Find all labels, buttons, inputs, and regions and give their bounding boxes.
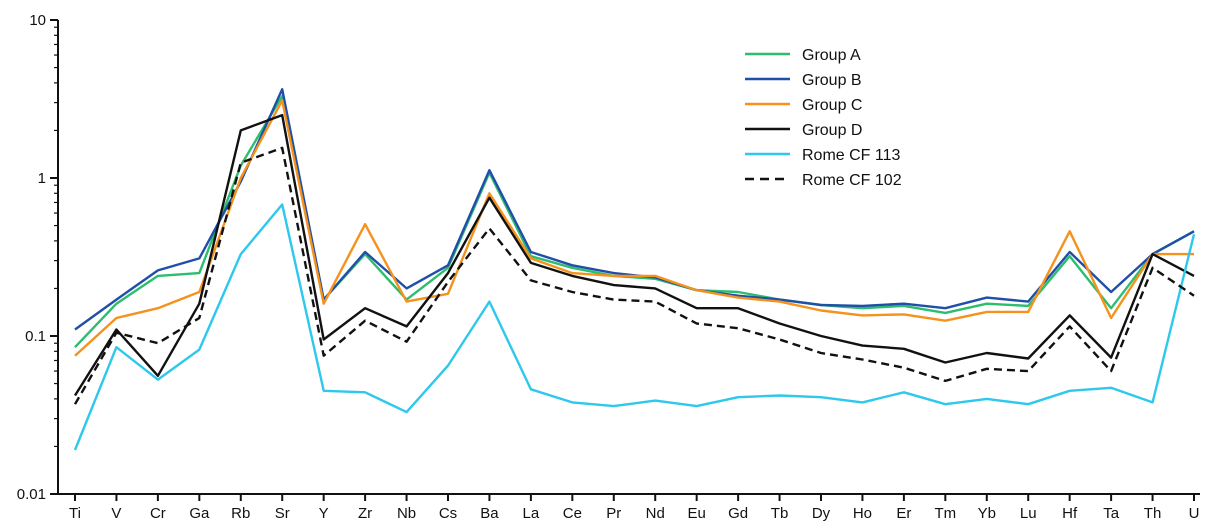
legend-label: Group B (802, 72, 862, 89)
x-tick-label-zr: Zr (358, 505, 372, 522)
x-tick-label-nb: Nb (397, 505, 416, 522)
y-tick-label: 1 (38, 170, 46, 187)
x-tick-label-yb: Yb (978, 505, 996, 522)
chart-series-lines (73, 87, 1196, 451)
x-tick-label-ba: Ba (480, 505, 499, 522)
x-tick-label-tb: Tb (771, 505, 789, 522)
x-tick-label-sr: Sr (275, 505, 290, 522)
series-line-rome-cf-113 (73, 203, 1196, 451)
x-tick-label-nd: Nd (646, 505, 665, 522)
x-tick-label-th: Th (1144, 505, 1162, 522)
legend-label: Rome CF 113 (802, 147, 901, 164)
series-line-group-a (74, 94, 1195, 349)
x-tick-label-cs: Cs (439, 505, 457, 522)
chart-axes: 10 1 0.1 0.01 Ti V Cr Ga Rb Sr Y Zr Nb Cs Ba La Ce Pr Nd Eu… (17, 12, 1200, 522)
y-tick-label: 0.01 (17, 486, 46, 503)
x-tick-label-hf: Hf (1062, 505, 1078, 522)
legend-label: Group A (802, 47, 861, 64)
x-tick-label-ho: Ho (853, 505, 872, 522)
x-tick-label-dy: Dy (812, 505, 831, 522)
x-tick-label-ta: Ta (1103, 505, 1120, 522)
x-tick-label-ga: Ga (189, 505, 210, 522)
x-tick-label-eu: Eu (687, 505, 705, 522)
chart-legend: Group A Group B Group C Group D Rome CF 113 R… (745, 47, 902, 189)
legend-label: Rome CF 102 (802, 172, 902, 189)
x-tick-label-cr: Cr (150, 505, 166, 522)
y-tick-label: 0.1 (25, 328, 46, 345)
x-tick-label-v: V (111, 505, 121, 522)
x-tick-label-y: Y (319, 505, 329, 522)
series-line-group-d (73, 113, 1195, 397)
legend-label: Group D (802, 122, 862, 139)
series-line-group-c (74, 99, 1194, 357)
series-line-rome-cf-102 (73, 146, 1195, 405)
series-line-group-b (74, 87, 1195, 331)
y-tick-label: 10 (29, 12, 46, 29)
x-tick-label-rb: Rb (231, 505, 250, 522)
x-tick-label-ti: Ti (69, 505, 81, 522)
x-tick-label-ce: Ce (563, 505, 582, 522)
x-tick-label-lu: Lu (1020, 505, 1037, 522)
x-tick-label-tm: Tm (934, 505, 956, 522)
x-tick-label-er: Er (896, 505, 911, 522)
x-tick-label-gd: Gd (728, 505, 748, 522)
legend-label: Group C (802, 97, 862, 114)
x-tick-label-la: La (523, 505, 540, 522)
x-tick-label-pr: Pr (606, 505, 621, 522)
x-tick-label-u: U (1189, 505, 1200, 522)
